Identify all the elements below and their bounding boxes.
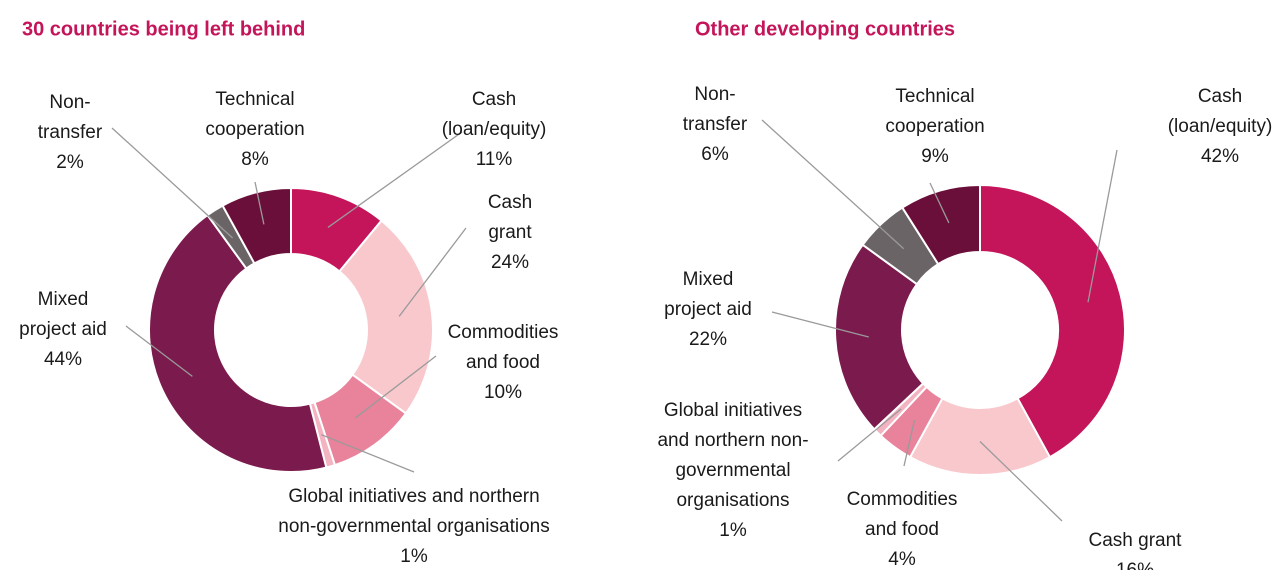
- leader-line: [354, 355, 437, 419]
- leader-line: [398, 227, 467, 317]
- value-label: 42%: [1201, 146, 1239, 167]
- category-label: Non-transfer: [683, 84, 748, 135]
- category-label: Cash grant: [488, 192, 533, 243]
- value-label: 11%: [476, 149, 513, 170]
- leader-line: [979, 441, 1063, 522]
- value-label: 16%: [1116, 560, 1154, 570]
- value-label: 1%: [719, 520, 747, 541]
- leader-line: [929, 182, 950, 224]
- category-label: Non-transfer: [38, 92, 103, 143]
- category-label: Cash grant: [1089, 530, 1183, 551]
- value-label: 6%: [701, 144, 729, 165]
- value-label: 44%: [44, 349, 82, 370]
- value-label: 8%: [241, 149, 269, 170]
- value-label: 22%: [689, 329, 727, 350]
- category-label: Global initiatives and northern non-gover…: [657, 400, 808, 511]
- donut-slice: [148, 213, 328, 473]
- category-label: Mixed project aid: [664, 269, 752, 320]
- category-label: Technical cooperation: [205, 89, 304, 140]
- value-label: 9%: [921, 146, 949, 167]
- leader-line: [771, 311, 869, 338]
- leader-line: [761, 119, 905, 250]
- leader-line: [321, 434, 415, 473]
- donut-slice: [900, 183, 981, 266]
- value-label: 24%: [491, 252, 529, 273]
- leader-line: [903, 420, 916, 467]
- category-label: Commodities and food: [847, 489, 958, 540]
- category-label: Cash (loan/equity): [442, 89, 547, 140]
- donut-slice: [979, 183, 1126, 459]
- chart-title: Other developing countries: [695, 18, 955, 40]
- donut-slice: [338, 219, 434, 415]
- category-label: Commodities and food: [448, 322, 559, 373]
- category-label: Mixed project aid: [19, 289, 107, 340]
- value-label: 10%: [484, 382, 522, 403]
- category-label: Technical cooperation: [885, 86, 984, 137]
- leader-line: [1087, 149, 1118, 303]
- donut-slice: [834, 243, 925, 431]
- leader-line: [254, 181, 265, 225]
- leader-line: [327, 131, 463, 228]
- value-label: 1%: [400, 546, 428, 567]
- category-label: Global initiatives and northern non-gover…: [278, 486, 549, 537]
- donut-slice: [221, 186, 292, 265]
- value-label: 2%: [56, 152, 84, 173]
- value-label: 4%: [888, 549, 916, 570]
- leader-line: [125, 325, 193, 377]
- category-label: Cash (loan/equity): [1168, 86, 1273, 137]
- leader-line: [111, 127, 234, 239]
- chart-title: 30 countries being left behind: [22, 18, 305, 40]
- leader-line: [837, 408, 902, 462]
